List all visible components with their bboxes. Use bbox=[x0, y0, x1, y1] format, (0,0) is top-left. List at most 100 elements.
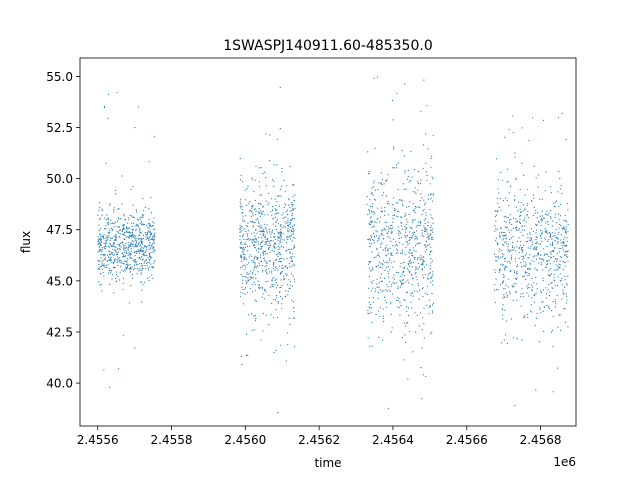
data-point bbox=[496, 260, 498, 262]
data-point bbox=[246, 188, 248, 190]
data-point bbox=[267, 238, 269, 240]
data-point bbox=[116, 253, 118, 256]
data-point bbox=[552, 235, 554, 237]
data-point bbox=[99, 238, 101, 241]
data-point bbox=[271, 284, 273, 286]
data-point bbox=[535, 317, 538, 319]
data-point bbox=[125, 242, 127, 244]
data-point bbox=[143, 224, 145, 226]
data-point bbox=[131, 233, 133, 235]
data-point bbox=[384, 221, 386, 223]
data-point bbox=[409, 330, 411, 332]
data-point bbox=[265, 176, 267, 179]
data-point bbox=[377, 310, 380, 312]
data-point bbox=[408, 242, 410, 244]
data-point bbox=[504, 334, 507, 336]
data-point bbox=[404, 170, 406, 172]
data-point bbox=[292, 233, 295, 235]
data-point bbox=[148, 228, 150, 230]
data-point bbox=[527, 316, 529, 318]
data-point bbox=[564, 307, 566, 309]
data-point bbox=[279, 224, 281, 226]
data-point bbox=[150, 246, 152, 248]
data-point bbox=[414, 208, 416, 210]
data-point bbox=[550, 331, 553, 333]
data-point bbox=[546, 263, 549, 265]
data-point bbox=[244, 199, 247, 201]
data-point bbox=[518, 201, 520, 203]
data-point bbox=[390, 231, 392, 233]
data-point bbox=[134, 237, 136, 239]
data-point bbox=[395, 241, 397, 243]
data-point bbox=[266, 268, 268, 271]
data-point bbox=[240, 174, 242, 176]
data-point bbox=[291, 217, 293, 219]
data-point bbox=[104, 228, 106, 230]
data-point bbox=[148, 244, 150, 246]
data-point bbox=[391, 225, 393, 227]
data-point bbox=[566, 302, 568, 304]
data-point bbox=[101, 208, 103, 210]
data-point bbox=[268, 240, 270, 242]
data-point bbox=[255, 165, 257, 167]
data-point bbox=[252, 245, 255, 247]
data-point bbox=[285, 273, 287, 275]
data-point bbox=[380, 210, 382, 212]
data-point bbox=[510, 255, 512, 257]
data-point bbox=[373, 186, 375, 188]
data-point bbox=[506, 266, 508, 268]
data-point bbox=[367, 151, 369, 153]
data-point bbox=[112, 243, 114, 245]
data-point bbox=[143, 255, 145, 257]
data-point bbox=[264, 234, 266, 236]
data-point bbox=[386, 301, 388, 304]
data-point bbox=[372, 345, 374, 347]
data-point bbox=[508, 204, 510, 207]
data-point bbox=[508, 219, 511, 221]
x-tick-label: 2.4558 bbox=[151, 433, 193, 447]
data-point bbox=[242, 180, 244, 183]
data-point bbox=[98, 250, 100, 252]
data-point bbox=[281, 257, 283, 259]
data-point bbox=[499, 234, 501, 236]
data-point bbox=[369, 297, 371, 299]
data-point bbox=[371, 221, 373, 223]
data-point bbox=[396, 167, 398, 169]
data-point bbox=[293, 236, 295, 238]
data-point bbox=[291, 212, 293, 215]
data-point bbox=[294, 237, 296, 239]
data-point bbox=[509, 262, 511, 264]
data-point bbox=[420, 179, 422, 181]
data-point bbox=[533, 247, 535, 250]
data-point bbox=[105, 246, 107, 248]
data-point bbox=[286, 185, 288, 187]
data-point bbox=[281, 298, 283, 300]
data-point bbox=[106, 238, 108, 240]
data-point bbox=[530, 239, 532, 242]
data-point bbox=[140, 221, 142, 223]
data-point bbox=[551, 220, 553, 222]
data-point bbox=[516, 338, 518, 340]
data-point bbox=[289, 165, 291, 168]
data-point bbox=[513, 270, 516, 272]
data-point bbox=[560, 329, 562, 331]
data-point bbox=[563, 226, 565, 228]
data-point bbox=[427, 278, 429, 280]
data-point bbox=[527, 202, 529, 205]
data-point bbox=[559, 260, 561, 262]
data-point bbox=[554, 201, 556, 203]
data-point bbox=[563, 228, 566, 230]
data-point bbox=[259, 243, 261, 245]
data-point bbox=[494, 210, 496, 212]
data-point bbox=[288, 235, 291, 237]
data-point bbox=[151, 256, 153, 258]
data-point bbox=[126, 266, 128, 268]
data-point bbox=[147, 227, 149, 229]
data-point bbox=[283, 225, 285, 227]
data-point bbox=[247, 225, 249, 227]
data-point bbox=[120, 218, 122, 220]
data-point bbox=[540, 234, 542, 236]
data-point bbox=[263, 223, 265, 225]
data-point bbox=[532, 117, 534, 119]
data-point bbox=[269, 271, 271, 273]
